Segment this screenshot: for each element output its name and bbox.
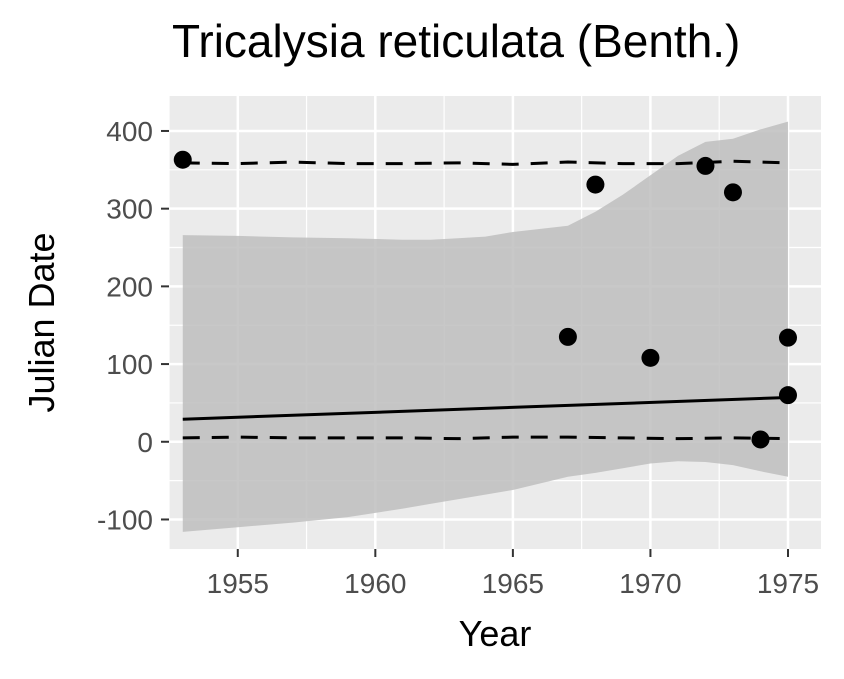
axis-tick-labels: 1955 1960 1965 1970 1975 -100 0 100 200 300 400 [97, 116, 819, 599]
upper-quantile-line [182, 159, 789, 166]
data-point [751, 430, 770, 449]
data-point [586, 175, 605, 194]
data-point [723, 183, 742, 202]
axis-ticks [161, 129, 789, 557]
data-point [778, 386, 797, 405]
x-axis-title: Year [459, 613, 532, 654]
data-point [173, 150, 192, 169]
chart-title: Tricalysia reticulata (Benth.) [172, 15, 741, 67]
y-tick-label: 200 [106, 271, 153, 302]
x-tick-label: 1970 [619, 568, 681, 599]
confidence-ribbon [182, 121, 788, 532]
x-tick-label: 1955 [207, 568, 269, 599]
y-tick-label: 100 [106, 349, 153, 380]
data-point [778, 328, 797, 347]
y-tick-label: 300 [106, 194, 153, 225]
x-tick-label: 1965 [482, 568, 544, 599]
x-tick-label: 1960 [344, 568, 406, 599]
data-point [558, 327, 577, 346]
y-tick-label: 0 [137, 427, 153, 458]
data-points [173, 150, 797, 449]
data-point [641, 348, 660, 367]
lower-quantile-line [182, 435, 789, 441]
trend-line [182, 395, 789, 421]
y-axis-title: Julian Date [21, 232, 62, 412]
y-tick-label: 400 [106, 116, 153, 147]
y-tick-label: -100 [97, 504, 153, 535]
x-tick-label: 1975 [757, 568, 819, 599]
data-point [696, 156, 715, 175]
